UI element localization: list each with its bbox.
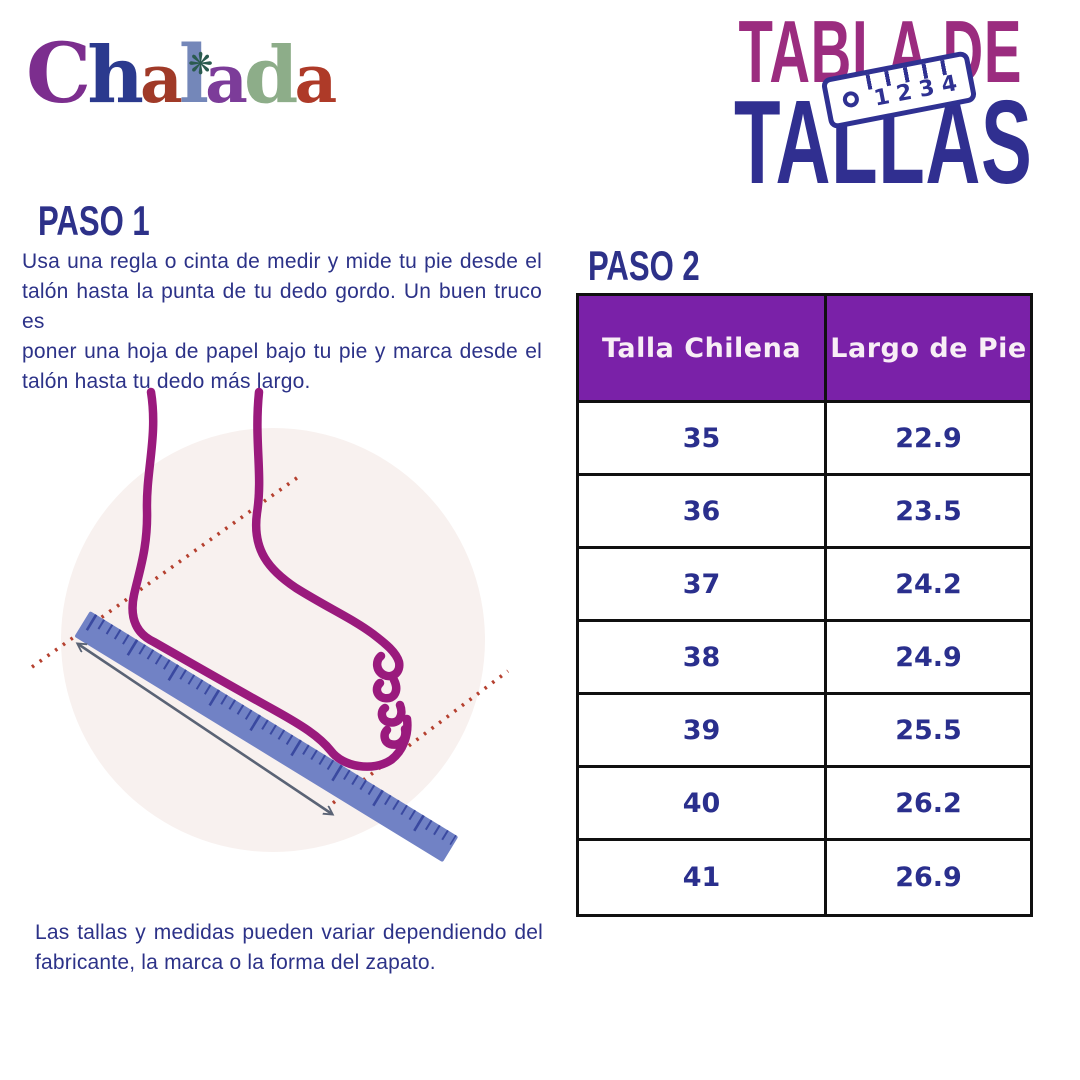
brand-letter: h bbox=[87, 30, 144, 121]
table-cell-largo: 23.5 bbox=[827, 476, 1030, 549]
table-cell-talla: 38 bbox=[579, 622, 828, 695]
table-cell-talla: 37 bbox=[579, 549, 828, 622]
measurement-arrow bbox=[78, 644, 332, 814]
foot-measurement-illustration bbox=[30, 387, 510, 862]
brand-letter: C bbox=[26, 26, 91, 122]
toe-guide-line bbox=[331, 669, 510, 805]
brand-letter: a bbox=[205, 40, 248, 118]
table-cell-largo: 24.9 bbox=[827, 622, 1030, 695]
step1-line: talón hasta tu dedo más largo. bbox=[22, 370, 311, 393]
tape-number: 3 bbox=[916, 75, 937, 103]
brand-letter: a bbox=[294, 40, 337, 118]
brand-letter: l bbox=[178, 27, 209, 121]
step1-line: talón hasta la punta de tu dedo gordo. U… bbox=[22, 280, 542, 333]
table-cell-talla: 40 bbox=[579, 768, 828, 841]
table-cell-largo: 26.9 bbox=[895, 862, 962, 893]
step1-line: poner una hoja de papel bajo tu pie y ma… bbox=[22, 340, 542, 363]
footnote: Las tallas y medidas pueden variar depen… bbox=[35, 918, 543, 978]
table-cell-largo: 24.2 bbox=[827, 549, 1030, 622]
footnote-line: fabricante, la marca o la forma del zapa… bbox=[35, 951, 436, 974]
step1-heading: PASO 1 bbox=[38, 197, 150, 244]
foot-outline bbox=[128, 387, 412, 771]
column-header-talla: Talla Chilena bbox=[579, 296, 828, 403]
table-cell-largo: 25.5 bbox=[827, 695, 1030, 768]
step2-heading: PASO 2 bbox=[588, 242, 700, 289]
table-cell-largo: 26.2 bbox=[827, 768, 1030, 841]
step1-instructions: Usa una regla o cinta de medir y mide tu… bbox=[22, 247, 542, 397]
brand-logo: Chalada ❋ bbox=[26, 24, 337, 124]
column-header-largo: Largo de Pie bbox=[827, 296, 1030, 403]
table-cell-largo: 22.9 bbox=[827, 403, 1030, 476]
tape-number: 4 bbox=[939, 71, 960, 99]
footnote-line: Las tallas y medidas pueden variar depen… bbox=[35, 921, 543, 944]
tape-number: 2 bbox=[894, 79, 915, 108]
step1-line: Usa una regla o cinta de medir y mide tu… bbox=[22, 250, 542, 273]
tape-number: 1 bbox=[871, 84, 892, 112]
brand-letter: d bbox=[243, 30, 299, 121]
tape-hole bbox=[841, 89, 861, 109]
table-cell-talla: 35 bbox=[579, 403, 828, 476]
table-cell-talla: 39 bbox=[579, 695, 828, 768]
size-table: Talla Chilena Largo de Pie 35 22.9 36 23… bbox=[576, 293, 1033, 917]
flower-icon: ❋ bbox=[188, 47, 214, 82]
brand-letter: a bbox=[139, 40, 183, 118]
table-cell-talla: 41 bbox=[579, 841, 828, 914]
table-cell-talla: 36 bbox=[579, 476, 828, 549]
